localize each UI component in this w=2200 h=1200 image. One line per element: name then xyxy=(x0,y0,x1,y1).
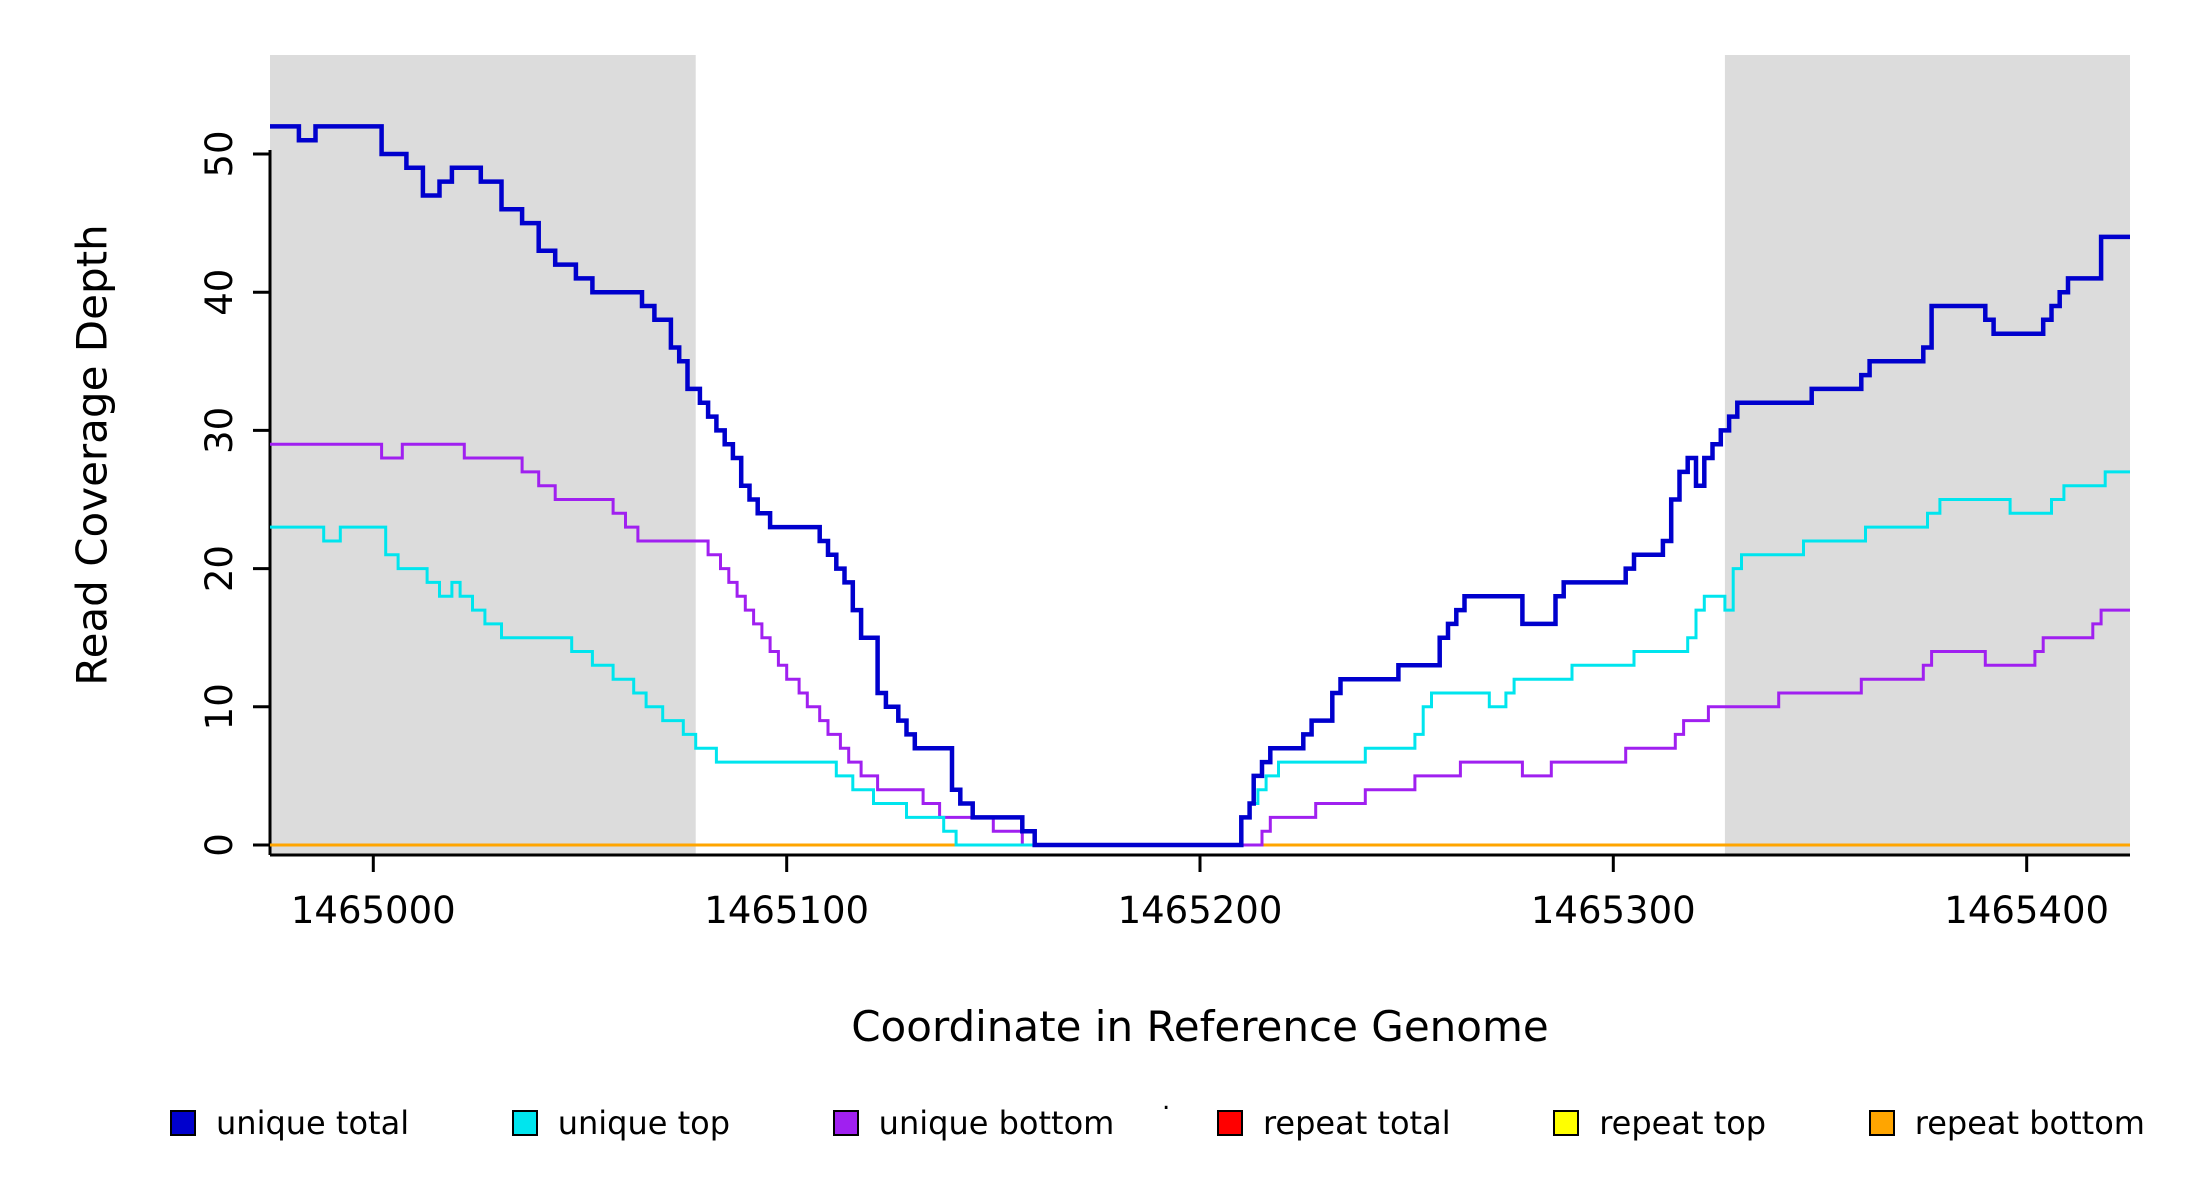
legend-swatch-icon xyxy=(1216,1110,1243,1136)
legend-item-unique-total: unique total xyxy=(170,1104,409,1142)
shaded-region-0 xyxy=(270,55,696,855)
legend-label: unique total xyxy=(216,1104,410,1142)
legend-item-repeat-top: repeat top xyxy=(1553,1104,1766,1142)
y-tick-label: 30 xyxy=(198,407,241,454)
coverage-chart: 1465000 1465100 1465200 1465300 1465400 0 10 20… xyxy=(198,55,2130,932)
x-tick-label: 1465000 xyxy=(291,889,456,932)
legend-swatch-icon xyxy=(511,1110,538,1136)
x-axis-label: Coordinate in Reference Genome xyxy=(851,1002,1549,1051)
y-tick-label: 10 xyxy=(198,683,241,730)
legend-item-repeat-bottom: repeat bottom xyxy=(1868,1104,2145,1142)
legend-swatch-icon xyxy=(832,1110,859,1136)
legend-swatch-icon xyxy=(1553,1110,1580,1136)
legend-swatch-icon xyxy=(170,1110,196,1136)
y-axis-label: Read Coverage Depth xyxy=(67,224,117,686)
shaded-region-1 xyxy=(1724,55,2130,855)
legend-label: unique top xyxy=(557,1104,731,1142)
x-tick-label: 1465200 xyxy=(1118,889,1283,932)
y-tick-label: 20 xyxy=(198,545,241,592)
x-tick-label: 1465100 xyxy=(704,889,869,932)
legend-label: repeat bottom xyxy=(1914,1104,2145,1142)
y-tick-label: 0 xyxy=(198,833,241,857)
legend-label: repeat top xyxy=(1599,1104,1767,1142)
legend-swatch-icon xyxy=(1868,1110,1895,1136)
x-tick-label: 1465300 xyxy=(1531,889,1696,932)
chart-legend: unique total unique top unique bottom repea… xyxy=(170,1104,2145,1142)
series-unique-bottom xyxy=(270,442,2130,847)
y-tick-label: 50 xyxy=(198,130,241,177)
series-unique-total xyxy=(270,124,2130,848)
legend-label: repeat total xyxy=(1262,1104,1451,1142)
y-tick-label: 40 xyxy=(198,269,241,316)
x-tick-label: 1465400 xyxy=(1944,889,2109,932)
legend-label: unique bottom xyxy=(878,1104,1115,1142)
legend-item-unique-top: unique top xyxy=(511,1104,731,1142)
stray-dot-mark: . xyxy=(1162,1086,1171,1116)
legend-item-unique-bottom: unique bottom xyxy=(832,1104,1115,1142)
legend-item-repeat-total: repeat total xyxy=(1216,1104,1451,1142)
